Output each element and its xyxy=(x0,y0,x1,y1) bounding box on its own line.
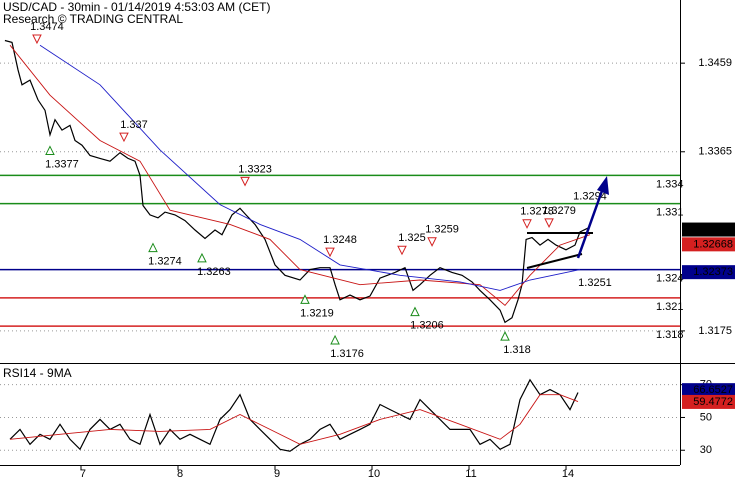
price-marker-label: 1.32825 xyxy=(693,223,733,235)
pivot-high xyxy=(32,34,42,45)
pivot-high xyxy=(427,237,437,247)
plot-layer: 1.3459 1.3365 1.3175 1.334 1.331 1.324 1.321 1.… xyxy=(0,21,735,480)
pivot-label: 1.337 xyxy=(120,119,148,131)
pivot-label: 1.3219 xyxy=(300,307,334,319)
price-marker-label: 66.6527 xyxy=(693,384,733,396)
pivot-high xyxy=(522,219,532,229)
pivot-label: 1.3206 xyxy=(410,320,444,332)
pivot-low xyxy=(330,334,340,345)
pivot-label: 1.3279 xyxy=(542,205,576,217)
support-line xyxy=(526,253,583,269)
pivot-label: 1.3323 xyxy=(238,163,272,175)
y-tick-label: 50 xyxy=(700,411,712,423)
level-label: 1.334 xyxy=(656,178,684,190)
level-label: 1.324 xyxy=(656,273,684,285)
x-tick-label: 11 xyxy=(465,468,476,480)
pivot-label: 1.3176 xyxy=(330,348,364,360)
chart-title: USD/CAD - 30min - 01/14/2019 4:53:03 AM … xyxy=(3,0,270,14)
pivot-label: 1.3474 xyxy=(30,21,64,33)
rsi-title: RSI14 - 9MA xyxy=(3,366,72,380)
pivot-label: 1.3248 xyxy=(323,234,357,246)
price-marker xyxy=(682,222,735,237)
pivot-high xyxy=(544,218,554,228)
pivot-high xyxy=(240,176,250,187)
x-tick-label: 14 xyxy=(562,468,574,480)
pivot-low xyxy=(500,331,510,341)
level-label: 1.331 xyxy=(656,207,684,219)
pivot-low xyxy=(45,145,55,155)
pivot-high xyxy=(119,132,129,143)
price-marker xyxy=(682,265,735,280)
pivot-label: 1.318 xyxy=(503,344,531,356)
price-marker xyxy=(682,237,735,252)
pivot-label: 1.3377 xyxy=(45,158,79,170)
price-marker-label: 1.32373 xyxy=(693,266,733,278)
pivot-label: 1.3259 xyxy=(425,224,459,236)
chart-subtitle: Research © TRADING CENTRAL xyxy=(3,12,183,26)
forecast-arrowhead xyxy=(597,176,609,195)
pivot-low xyxy=(148,242,158,253)
series-line xyxy=(39,44,581,291)
pivot-label: 1.325 xyxy=(398,232,426,244)
x-tick-label: 10 xyxy=(368,468,380,480)
pivot-low xyxy=(300,294,310,304)
pivot-label: 1.3278 xyxy=(520,206,554,218)
pivot-label: 1.3263 xyxy=(197,266,231,278)
x-tick-label: 8 xyxy=(177,468,183,480)
series-line xyxy=(9,378,579,452)
pivot-low xyxy=(197,252,207,263)
series-line xyxy=(9,394,579,445)
pivot-label: 1.3274 xyxy=(148,255,182,267)
series-line xyxy=(9,44,591,307)
forecast-arrow xyxy=(576,187,605,259)
pivot-high xyxy=(397,245,407,256)
y-tick-label: 1.3365 xyxy=(698,146,732,158)
y-tick-label: 30 xyxy=(700,444,712,456)
price-marker-label: 1.32668 xyxy=(693,238,733,250)
y-tick-label: 1.3459 xyxy=(698,57,732,69)
pivot-label: 1.3251 xyxy=(578,277,612,289)
price-marker-label: 59.4772 xyxy=(693,396,733,408)
pivot-low xyxy=(410,306,420,317)
level-label: 1.318 xyxy=(656,329,684,341)
price-marker xyxy=(682,383,735,398)
price-marker xyxy=(682,394,735,409)
pivot-high xyxy=(325,247,335,258)
x-tick-label: 9 xyxy=(274,468,280,480)
level-label: 1.321 xyxy=(656,301,684,313)
x-tick-label: 7 xyxy=(80,468,86,480)
y-tick-label: 1.3175 xyxy=(698,325,732,337)
series-line xyxy=(4,39,589,324)
